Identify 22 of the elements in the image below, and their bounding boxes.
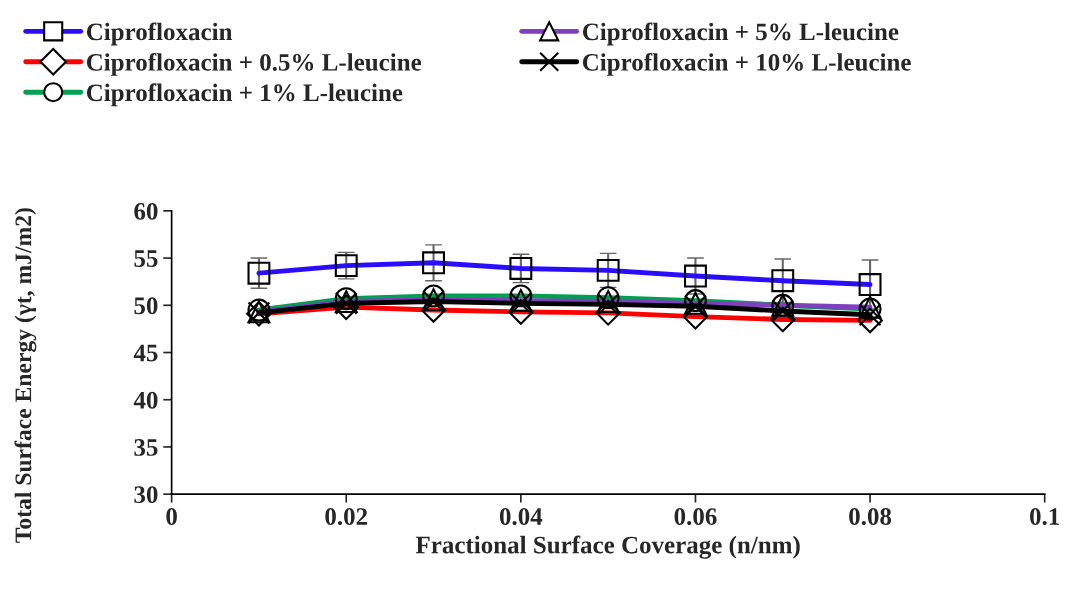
point — [858, 303, 882, 327]
point — [771, 299, 795, 323]
y-tick-label: 60 — [134, 202, 158, 220]
legend-label: Ciprofloxacin + 5% L-leucine — [582, 22, 899, 46]
legend-label: Ciprofloxacin — [86, 22, 233, 46]
legend-label: Ciprofloxacin + 0.5% L-leucine — [86, 52, 422, 76]
y-tick-label: 40 — [133, 391, 158, 409]
y-tick-label: 55 — [134, 250, 158, 267]
y-tick-label: 30 — [134, 486, 158, 504]
x-tick-label: 0.04 — [499, 508, 543, 526]
legend-label: Ciprofloxacin + 10% L-leucine — [582, 52, 911, 76]
y-tick-label: 45 — [133, 344, 158, 362]
x-axis-title: Fractional Surface Coverage (n/nm) — [415, 535, 800, 559]
x-tick-label: 0.06 — [674, 508, 717, 526]
y-tick-label: 35 — [134, 439, 158, 456]
legend-label: Ciprofloxacin + 1% L-leucine — [86, 83, 403, 107]
x-tick-label: 0.08 — [849, 508, 892, 526]
y-axis-title: Total Surface Energy (γt, mJ/m2) — [14, 208, 37, 543]
y-tick-label: 50 — [134, 297, 158, 315]
x-tick-label: 0.1 — [1030, 508, 1060, 526]
x-tick-label: 0 — [166, 508, 177, 525]
x-tick-label: 0.02 — [325, 508, 368, 526]
